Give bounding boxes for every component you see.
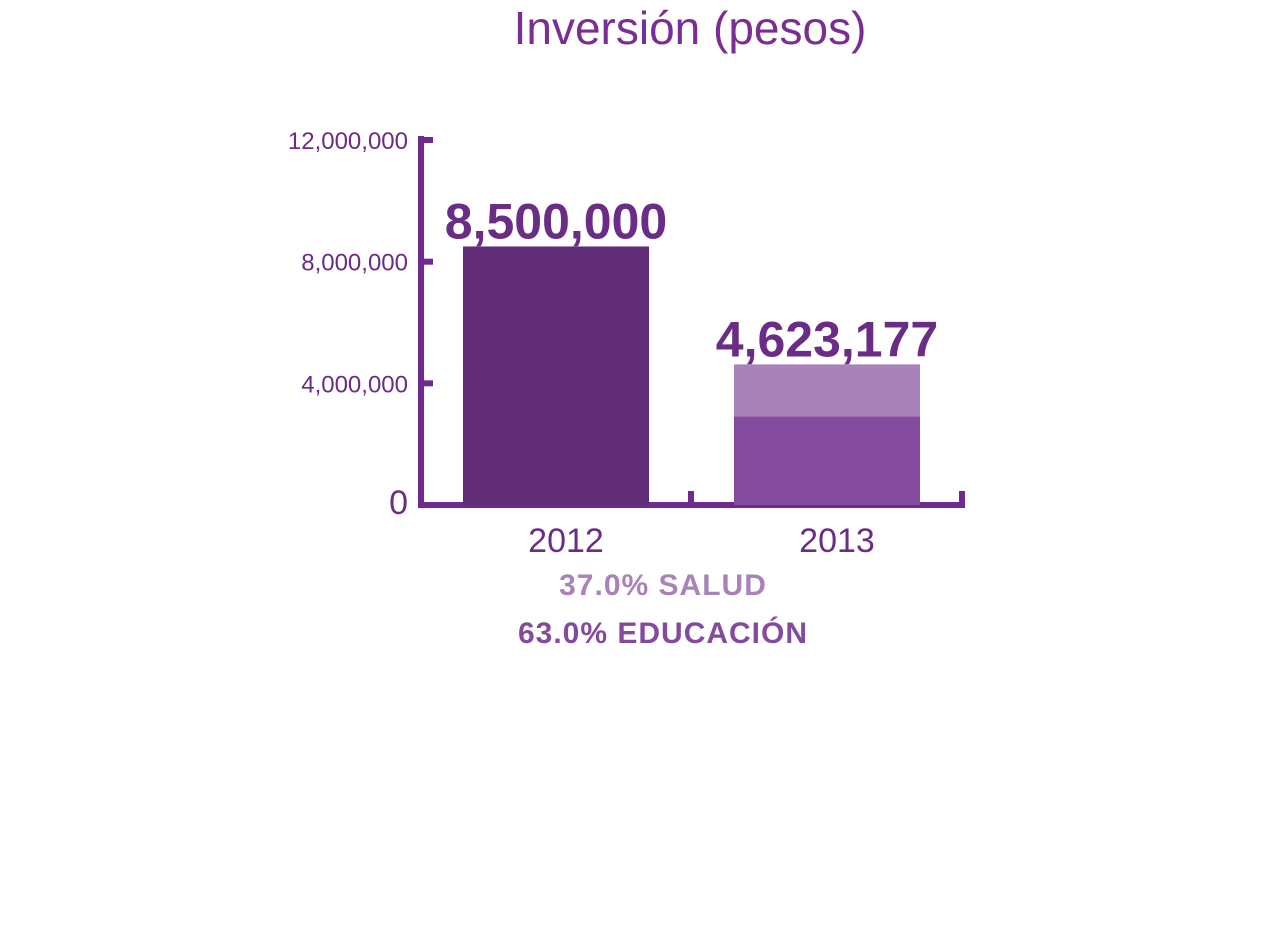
category-labels: 2012 2013: [528, 522, 875, 560]
value-labels: 8,500,000 4,623,177: [445, 193, 938, 367]
bar-value-label: 8,500,000: [445, 193, 667, 249]
bar-salud: [734, 364, 920, 417]
legend: 37.0% SALUD 63.0% EDUCACIÓN: [518, 569, 808, 650]
y-tick-label: 8,000,000: [301, 250, 408, 277]
bar-2012: [463, 246, 649, 506]
y-tick-label: 4,000,000: [301, 371, 408, 398]
x-category-label: 2013: [799, 522, 875, 560]
legend-entry: 63.0% EDUCACIÓN: [518, 616, 808, 650]
bar-educaci-n: [734, 416, 920, 505]
y-tick-label: 12,000,000: [288, 128, 408, 155]
y-axis-ticks: 0 4,000,000 8,000,000 12,000,000: [288, 128, 433, 522]
chart-title: Inversión (pesos): [514, 2, 867, 54]
legend-entry: 37.0% SALUD: [559, 569, 767, 602]
x-category-label: 2012: [528, 522, 604, 560]
bar-value-label: 4,623,177: [716, 311, 938, 367]
y-tick-label: 0: [389, 484, 408, 522]
bars: [463, 246, 920, 506]
